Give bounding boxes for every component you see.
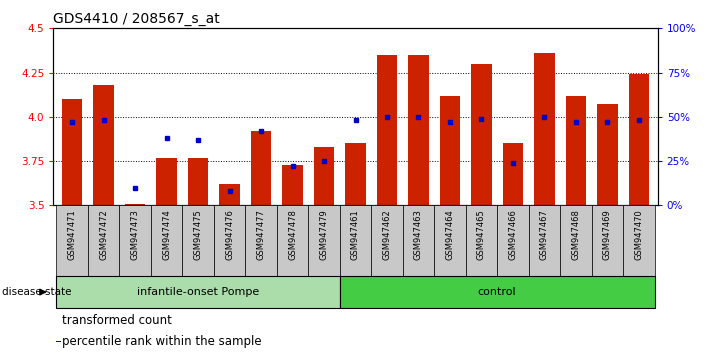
Text: GSM947469: GSM947469 <box>603 209 611 259</box>
Text: GSM947473: GSM947473 <box>131 209 139 260</box>
Bar <box>93 85 114 205</box>
Bar <box>371 205 402 276</box>
Text: GSM947466: GSM947466 <box>508 209 518 260</box>
Bar <box>466 205 497 276</box>
Bar <box>56 205 88 276</box>
Text: GSM947476: GSM947476 <box>225 209 234 260</box>
Text: control: control <box>478 287 516 297</box>
Bar <box>119 205 151 276</box>
Bar <box>214 205 245 276</box>
Bar <box>314 147 334 205</box>
Text: percentile rank within the sample: percentile rank within the sample <box>62 335 262 348</box>
Bar <box>125 204 145 205</box>
Bar <box>497 205 528 276</box>
Bar <box>408 55 429 205</box>
Text: GSM947468: GSM947468 <box>572 209 580 260</box>
Bar <box>592 205 623 276</box>
Bar <box>471 64 491 205</box>
Bar <box>377 55 397 205</box>
Bar <box>623 205 655 276</box>
Text: GSM947474: GSM947474 <box>162 209 171 259</box>
Bar <box>629 74 649 205</box>
Bar <box>151 205 183 276</box>
Bar <box>528 205 560 276</box>
Bar <box>282 165 303 205</box>
Bar <box>597 104 618 205</box>
Text: disease state: disease state <box>2 287 72 297</box>
Bar <box>277 205 309 276</box>
Text: GSM947471: GSM947471 <box>68 209 77 259</box>
Text: GDS4410 / 208567_s_at: GDS4410 / 208567_s_at <box>53 12 220 26</box>
Text: GSM947475: GSM947475 <box>193 209 203 259</box>
Bar <box>503 143 523 205</box>
Bar <box>439 96 460 205</box>
Text: GSM947472: GSM947472 <box>100 209 108 259</box>
Bar <box>245 205 277 276</box>
Bar <box>340 276 655 308</box>
Bar <box>251 131 272 205</box>
Text: GSM947461: GSM947461 <box>351 209 360 259</box>
Bar <box>188 158 208 205</box>
Text: GSM947463: GSM947463 <box>414 209 423 260</box>
Bar <box>346 143 365 205</box>
Text: GSM947478: GSM947478 <box>288 209 297 260</box>
Text: GSM947462: GSM947462 <box>383 209 392 259</box>
Text: GSM947479: GSM947479 <box>319 209 328 259</box>
Text: infantile-onset Pompe: infantile-onset Pompe <box>137 287 260 297</box>
Bar <box>402 205 434 276</box>
Bar <box>56 276 340 308</box>
Bar <box>534 53 555 205</box>
Bar <box>156 158 177 205</box>
Bar <box>56 341 60 342</box>
Bar <box>340 205 371 276</box>
Bar <box>62 99 82 205</box>
Text: GSM947470: GSM947470 <box>634 209 643 259</box>
Text: GSM947465: GSM947465 <box>477 209 486 259</box>
Bar <box>220 184 240 205</box>
Text: GSM947477: GSM947477 <box>257 209 266 260</box>
Bar <box>434 205 466 276</box>
Text: GSM947467: GSM947467 <box>540 209 549 260</box>
Bar <box>183 205 214 276</box>
Bar <box>309 205 340 276</box>
Bar <box>560 205 592 276</box>
Text: GSM947464: GSM947464 <box>445 209 454 259</box>
Bar <box>88 205 119 276</box>
Bar <box>566 96 586 205</box>
Text: transformed count: transformed count <box>62 314 171 327</box>
